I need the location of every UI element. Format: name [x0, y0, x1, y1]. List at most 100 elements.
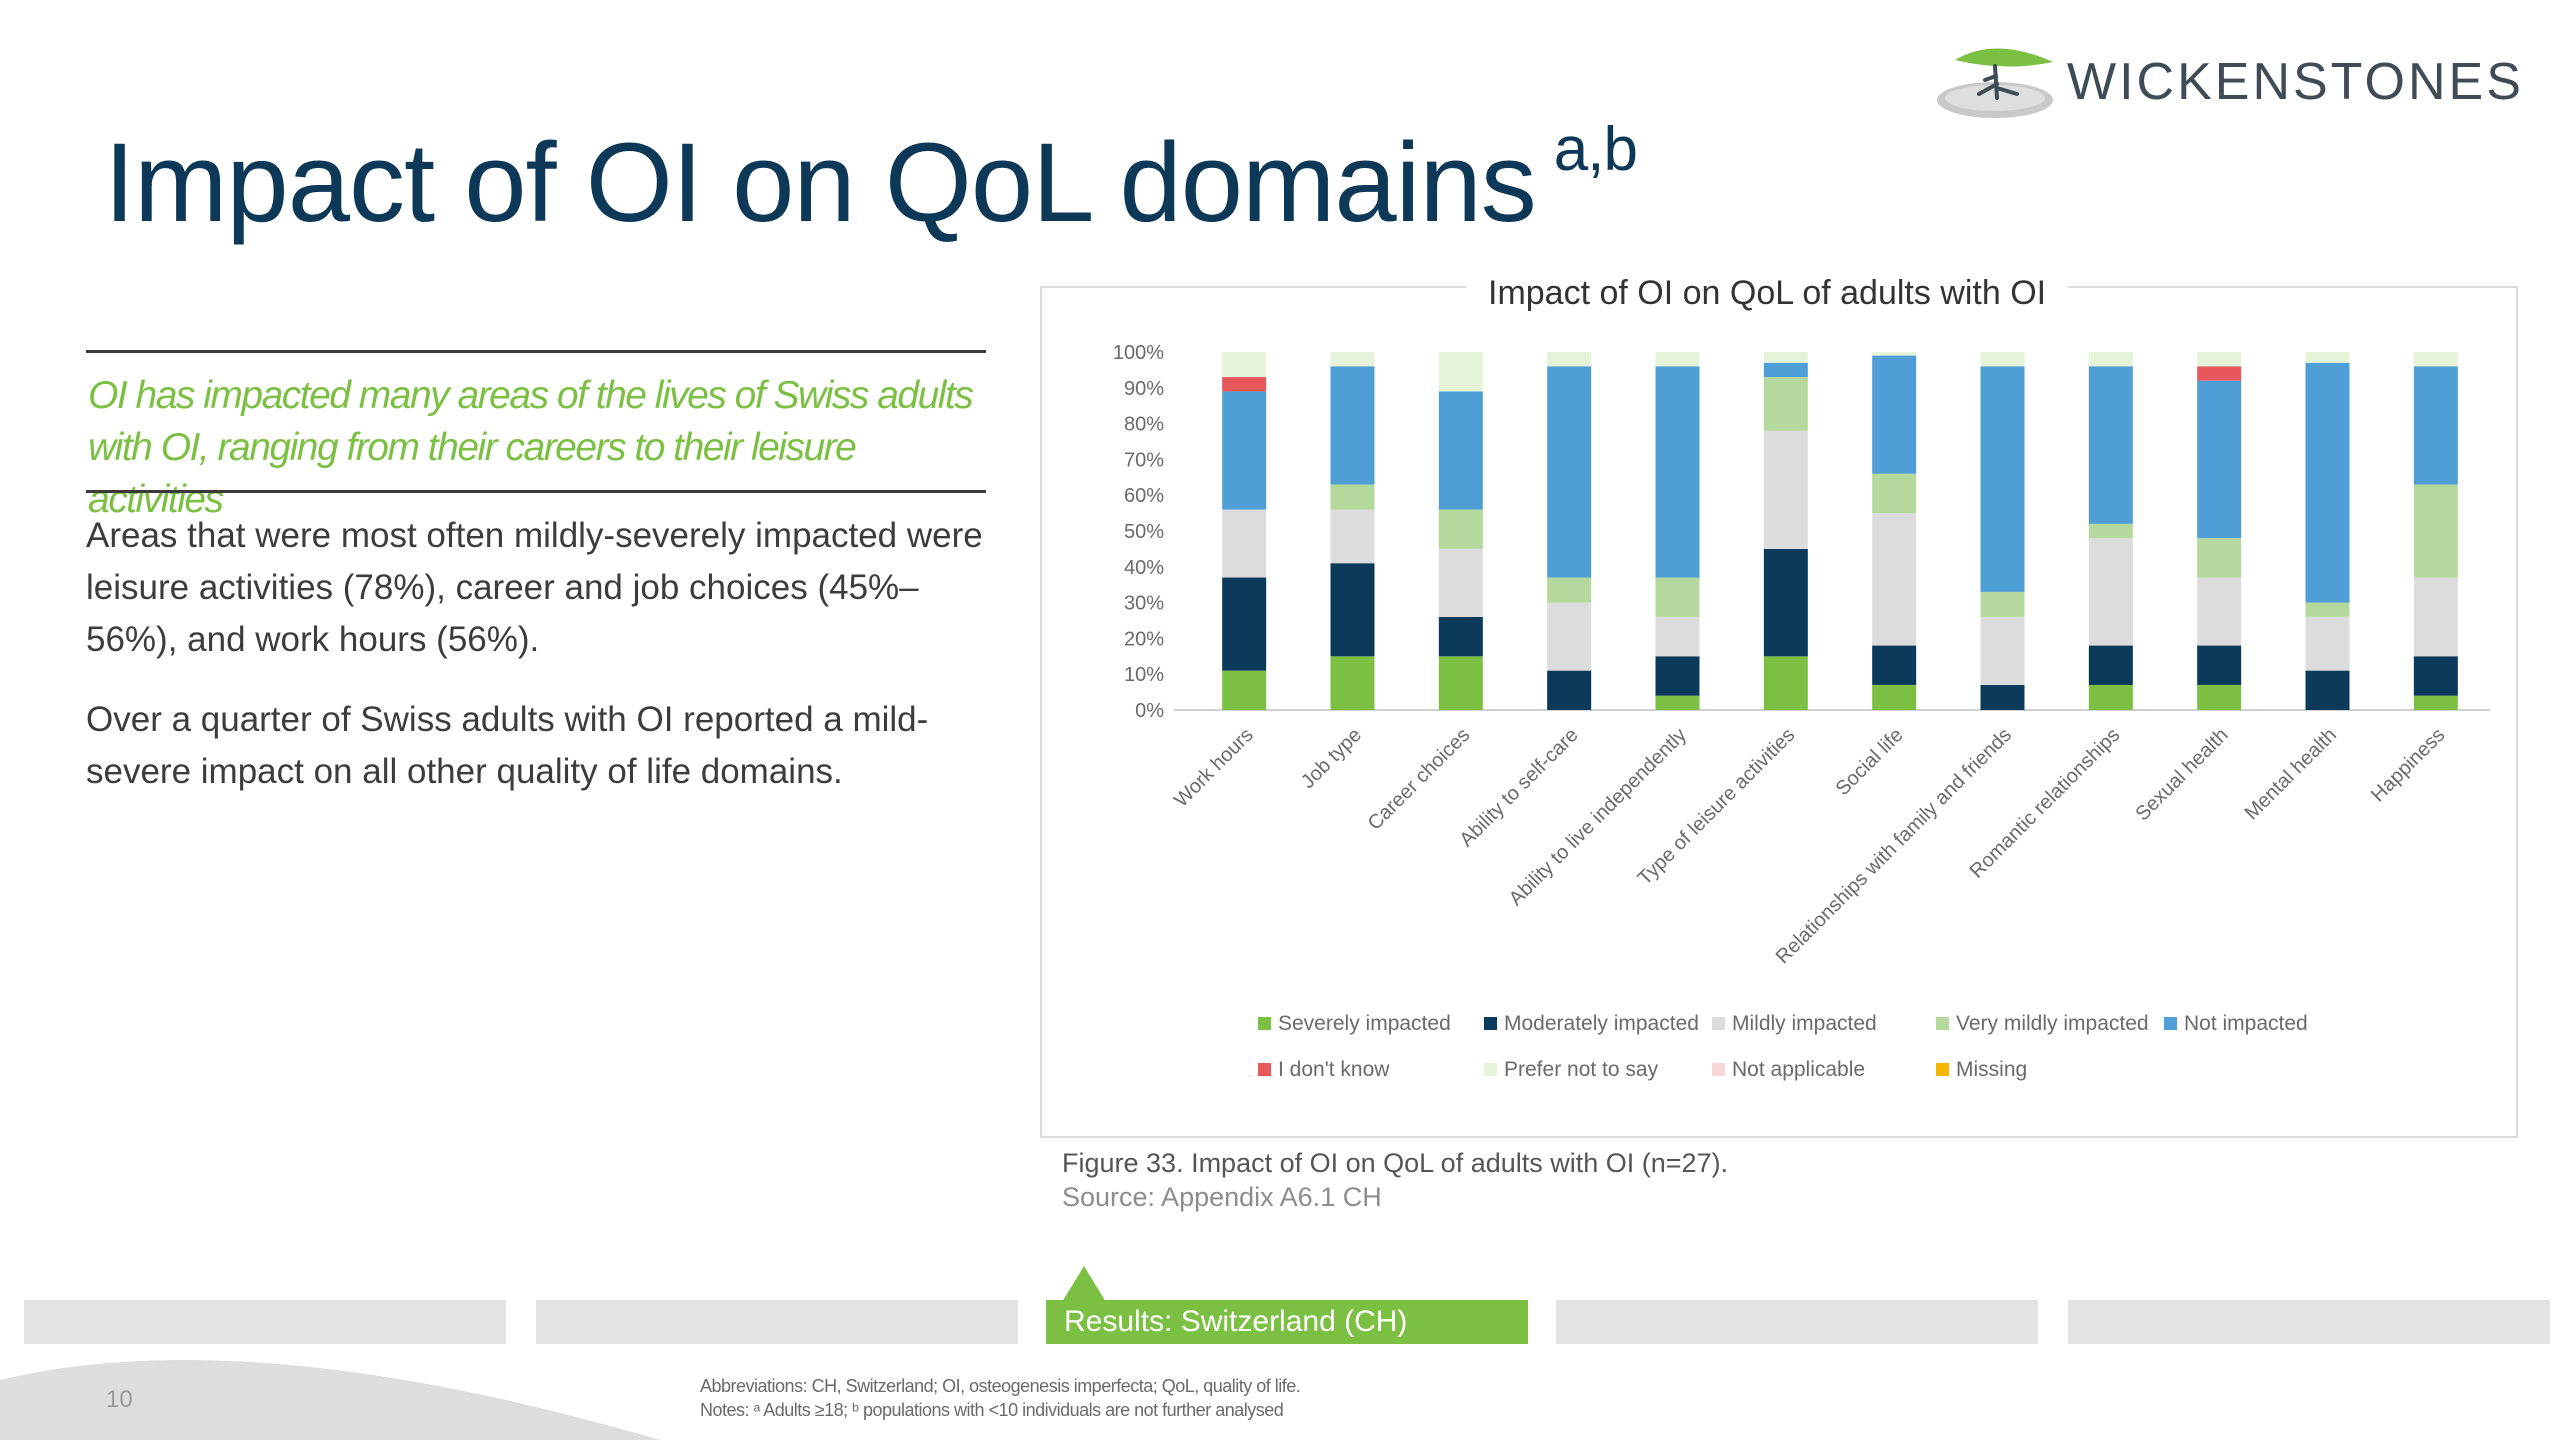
- bar-segment: [1547, 366, 1592, 578]
- bar-segment: [1330, 509, 1375, 564]
- bar-segment: [2413, 577, 2458, 657]
- bar-segment: [2305, 602, 2350, 617]
- chart-title: Impact of OI on QoL of adults with OI: [1466, 274, 2069, 313]
- legend-label: Not impacted: [2184, 1012, 2308, 1035]
- bar-segment: [1438, 548, 1483, 617]
- legend-swatch: [1484, 1063, 1497, 1076]
- y-tick-label: 40%: [1124, 557, 1164, 579]
- y-tick-label: 80%: [1124, 414, 1164, 436]
- abbreviations-note: Abbreviations: CH, Switzerland; OI, oste…: [700, 1376, 1301, 1396]
- legend-swatch: [2164, 1017, 2177, 1030]
- bar-segment: [2088, 538, 2133, 646]
- x-tick-label: Career choices: [1364, 724, 1475, 835]
- bar-segment: [1438, 616, 1483, 657]
- y-tick-label: 20%: [1124, 628, 1164, 650]
- bar-segment: [2197, 645, 2242, 685]
- bar-segment: [1872, 513, 1917, 646]
- bar-segment: [1547, 352, 1592, 367]
- bar-segment: [2197, 538, 2242, 578]
- active-tab-indicator: [1062, 1266, 1106, 1302]
- x-tick-label: Ability to self-care: [1456, 724, 1583, 851]
- bar-segment: [2197, 577, 2242, 646]
- bar-segment: [1655, 577, 1700, 617]
- page-title: Impact of OI on QoL domains a,b: [104, 115, 1638, 247]
- nav-tab-5[interactable]: [2068, 1300, 2550, 1344]
- brand-logo: WICKENSTONES: [1935, 38, 2521, 128]
- bar-segment: [1655, 352, 1700, 367]
- bar-segment: [1980, 352, 2025, 367]
- bar-segment: [1655, 616, 1700, 657]
- paragraph-2: Over a quarter of Swiss adults with OI r…: [86, 700, 929, 791]
- bar-segment: [1438, 656, 1483, 710]
- nav-tab-1[interactable]: [24, 1300, 506, 1344]
- figure-source: Source: Appendix A6.1 CH: [1062, 1182, 1382, 1212]
- legend-label: Moderately impacted: [1504, 1012, 1699, 1035]
- y-tick-label: 10%: [1124, 664, 1164, 686]
- bar-segment: [2197, 352, 2242, 367]
- legend-label: Severely impacted: [1278, 1012, 1451, 1035]
- bar-segment: [1872, 645, 1917, 685]
- nav-tab-4[interactable]: [1556, 1300, 2038, 1344]
- x-tick-label: Mental health: [2241, 724, 2341, 824]
- bar-segment: [1872, 355, 1917, 474]
- paragraph-1: Areas that were most often mildly-severe…: [86, 516, 983, 659]
- bar-segment: [1547, 577, 1592, 603]
- bar-segment: [1980, 616, 2025, 685]
- legend-label: Mildly impacted: [1732, 1012, 1877, 1035]
- bar-segment: [1763, 548, 1808, 657]
- top-divider: [86, 350, 986, 353]
- bar-segment: [1222, 670, 1267, 710]
- bar-segment: [2413, 366, 2458, 485]
- x-tick-label: Relationships with family and friends: [1772, 724, 2016, 968]
- bar-segment: [2305, 616, 2350, 671]
- bar-segment: [2088, 645, 2133, 685]
- bar-segment: [1330, 656, 1375, 710]
- legend-swatch: [1936, 1063, 1949, 1076]
- bar-segment: [1872, 473, 1917, 514]
- bar-segment: [1547, 670, 1592, 710]
- bar-segment: [1980, 366, 2025, 592]
- bar-segment: [2088, 684, 2133, 710]
- y-tick-label: 50%: [1124, 521, 1164, 543]
- bar-segment: [1330, 366, 1375, 485]
- bar-segment: [2413, 656, 2458, 696]
- bar-segment: [1655, 695, 1700, 710]
- legend-label: Not applicable: [1732, 1058, 1865, 1081]
- bar-segment: [1980, 591, 2025, 617]
- legend-label: I don't know: [1278, 1058, 1390, 1081]
- x-tick-label: Happiness: [2367, 724, 2449, 806]
- bar-segment: [1330, 563, 1375, 657]
- y-tick-label: 30%: [1124, 593, 1164, 615]
- legend-swatch: [1712, 1017, 1725, 1030]
- bar-segment: [1763, 352, 1808, 363]
- bar-segment: [1655, 366, 1700, 578]
- nav-tab-results-switzerland[interactable]: Results: Switzerland (CH): [1046, 1300, 1528, 1344]
- bar-segment: [2197, 366, 2242, 381]
- legend-swatch: [1258, 1017, 1271, 1030]
- footnotes: Notes: ᵃ Adults ≥18; ᵇ populations with …: [700, 1400, 1284, 1420]
- x-tick-label: Job type: [1297, 724, 1366, 793]
- bar-segment: [1872, 352, 1917, 356]
- bar-segment: [2088, 523, 2133, 539]
- legend-label: Missing: [1956, 1058, 2027, 1081]
- bar-segment: [2088, 366, 2133, 524]
- bar-segment: [2305, 362, 2350, 603]
- bottom-divider: [86, 490, 986, 493]
- tree-logo-icon: [1937, 48, 2053, 118]
- bar-segment: [1438, 352, 1483, 392]
- x-tick-label: Ability to live independently: [1505, 724, 1691, 910]
- legend-swatch: [1258, 1063, 1271, 1076]
- legend-swatch: [1936, 1017, 1949, 1030]
- legend-label: Prefer not to say: [1504, 1058, 1659, 1081]
- bar-segment: [2305, 352, 2350, 363]
- bar-segment: [2413, 484, 2458, 578]
- bar-segment: [1763, 430, 1808, 549]
- bar-segment: [1763, 656, 1808, 710]
- bar-segment: [1222, 509, 1267, 578]
- bar-segment: [1547, 602, 1592, 671]
- nav-tab-2[interactable]: [536, 1300, 1018, 1344]
- bar-segment: [1222, 352, 1267, 378]
- y-tick-label: 60%: [1124, 485, 1164, 507]
- bar-segment: [1980, 684, 2025, 710]
- legend-label: Very mildly impacted: [1956, 1012, 2149, 1035]
